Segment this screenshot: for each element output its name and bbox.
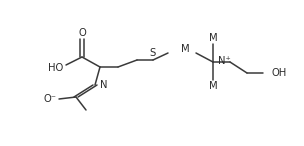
Text: M: M xyxy=(209,33,217,43)
Text: HO: HO xyxy=(48,63,63,73)
Text: N: N xyxy=(100,80,108,90)
Text: M: M xyxy=(181,44,190,54)
Text: O: O xyxy=(78,28,86,38)
Text: S: S xyxy=(150,48,156,58)
Text: OH: OH xyxy=(271,68,286,78)
Text: N⁺: N⁺ xyxy=(218,56,231,66)
Text: O⁻: O⁻ xyxy=(43,94,56,104)
Text: M: M xyxy=(209,81,217,91)
